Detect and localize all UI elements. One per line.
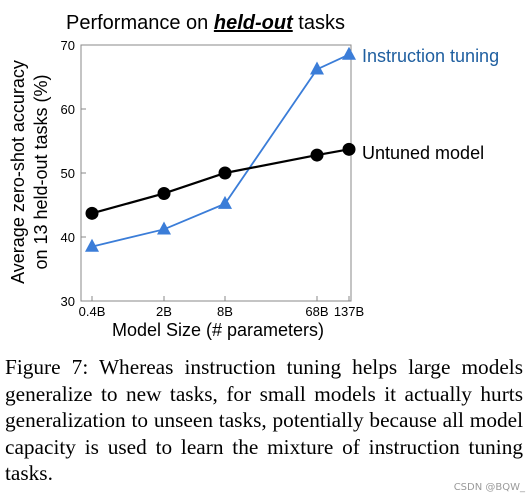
- series-label-instruction-tuning: Instruction tuning: [362, 46, 499, 66]
- y-tick-label: 40: [61, 230, 75, 245]
- chart-title: Performance on held-out tasks: [66, 12, 345, 34]
- x-axis-label: Model Size (# parameters): [112, 320, 324, 340]
- data-point-triangle: [310, 61, 324, 75]
- y-axis-ticks: 30 40 50 60 70: [61, 38, 86, 309]
- y-axis-label: Average zero-shot accuracy on 13 held-ou…: [8, 60, 51, 284]
- data-point-circle: [310, 148, 324, 162]
- data-point-triangle: [342, 46, 356, 60]
- series-label-untuned-model: Untuned model: [362, 143, 484, 163]
- y-axis-label-line2: on 13 held-out tasks (%): [31, 74, 51, 269]
- plot-area-frame: [80, 44, 352, 302]
- data-point-triangle: [85, 238, 99, 252]
- x-axis-ticks: 0.4B 2B 8B 68B 137B: [79, 296, 364, 319]
- data-point-circle: [85, 206, 99, 220]
- data-point-circle: [342, 142, 356, 156]
- y-tick-label: 30: [61, 294, 75, 309]
- data-point-triangle: [218, 195, 232, 209]
- y-tick-label: 60: [61, 102, 75, 117]
- x-tick-label: 2B: [156, 304, 172, 319]
- chart-title-emphasis: held-out: [214, 12, 294, 34]
- series-line-triangle: [91, 53, 350, 248]
- y-tick-label: 50: [61, 166, 75, 181]
- data-point-circle: [157, 186, 171, 200]
- data-point-circle: [218, 166, 232, 180]
- series-line-circle: [91, 148, 350, 215]
- x-tick-label: 68B: [305, 304, 328, 319]
- figure-caption: Figure 7: Whereas instruction tuning hel…: [5, 355, 523, 485]
- x-tick-label: 8B: [217, 304, 233, 319]
- x-tick-label: 137B: [334, 304, 364, 319]
- y-tick-label: 70: [61, 38, 75, 53]
- chart: Performance on held-out tasks 30 40 50 60 70…: [8, 12, 499, 340]
- x-tick-label: 0.4B: [79, 304, 106, 319]
- y-axis-label-line1: Average zero-shot accuracy: [8, 60, 28, 284]
- data-point-triangle: [157, 221, 171, 235]
- chart-title-prefix: Performance on: [66, 12, 214, 34]
- watermark: CSDN @BQW_: [453, 482, 525, 493]
- chart-title-suffix: tasks: [293, 12, 345, 34]
- series-layer: [85, 46, 356, 252]
